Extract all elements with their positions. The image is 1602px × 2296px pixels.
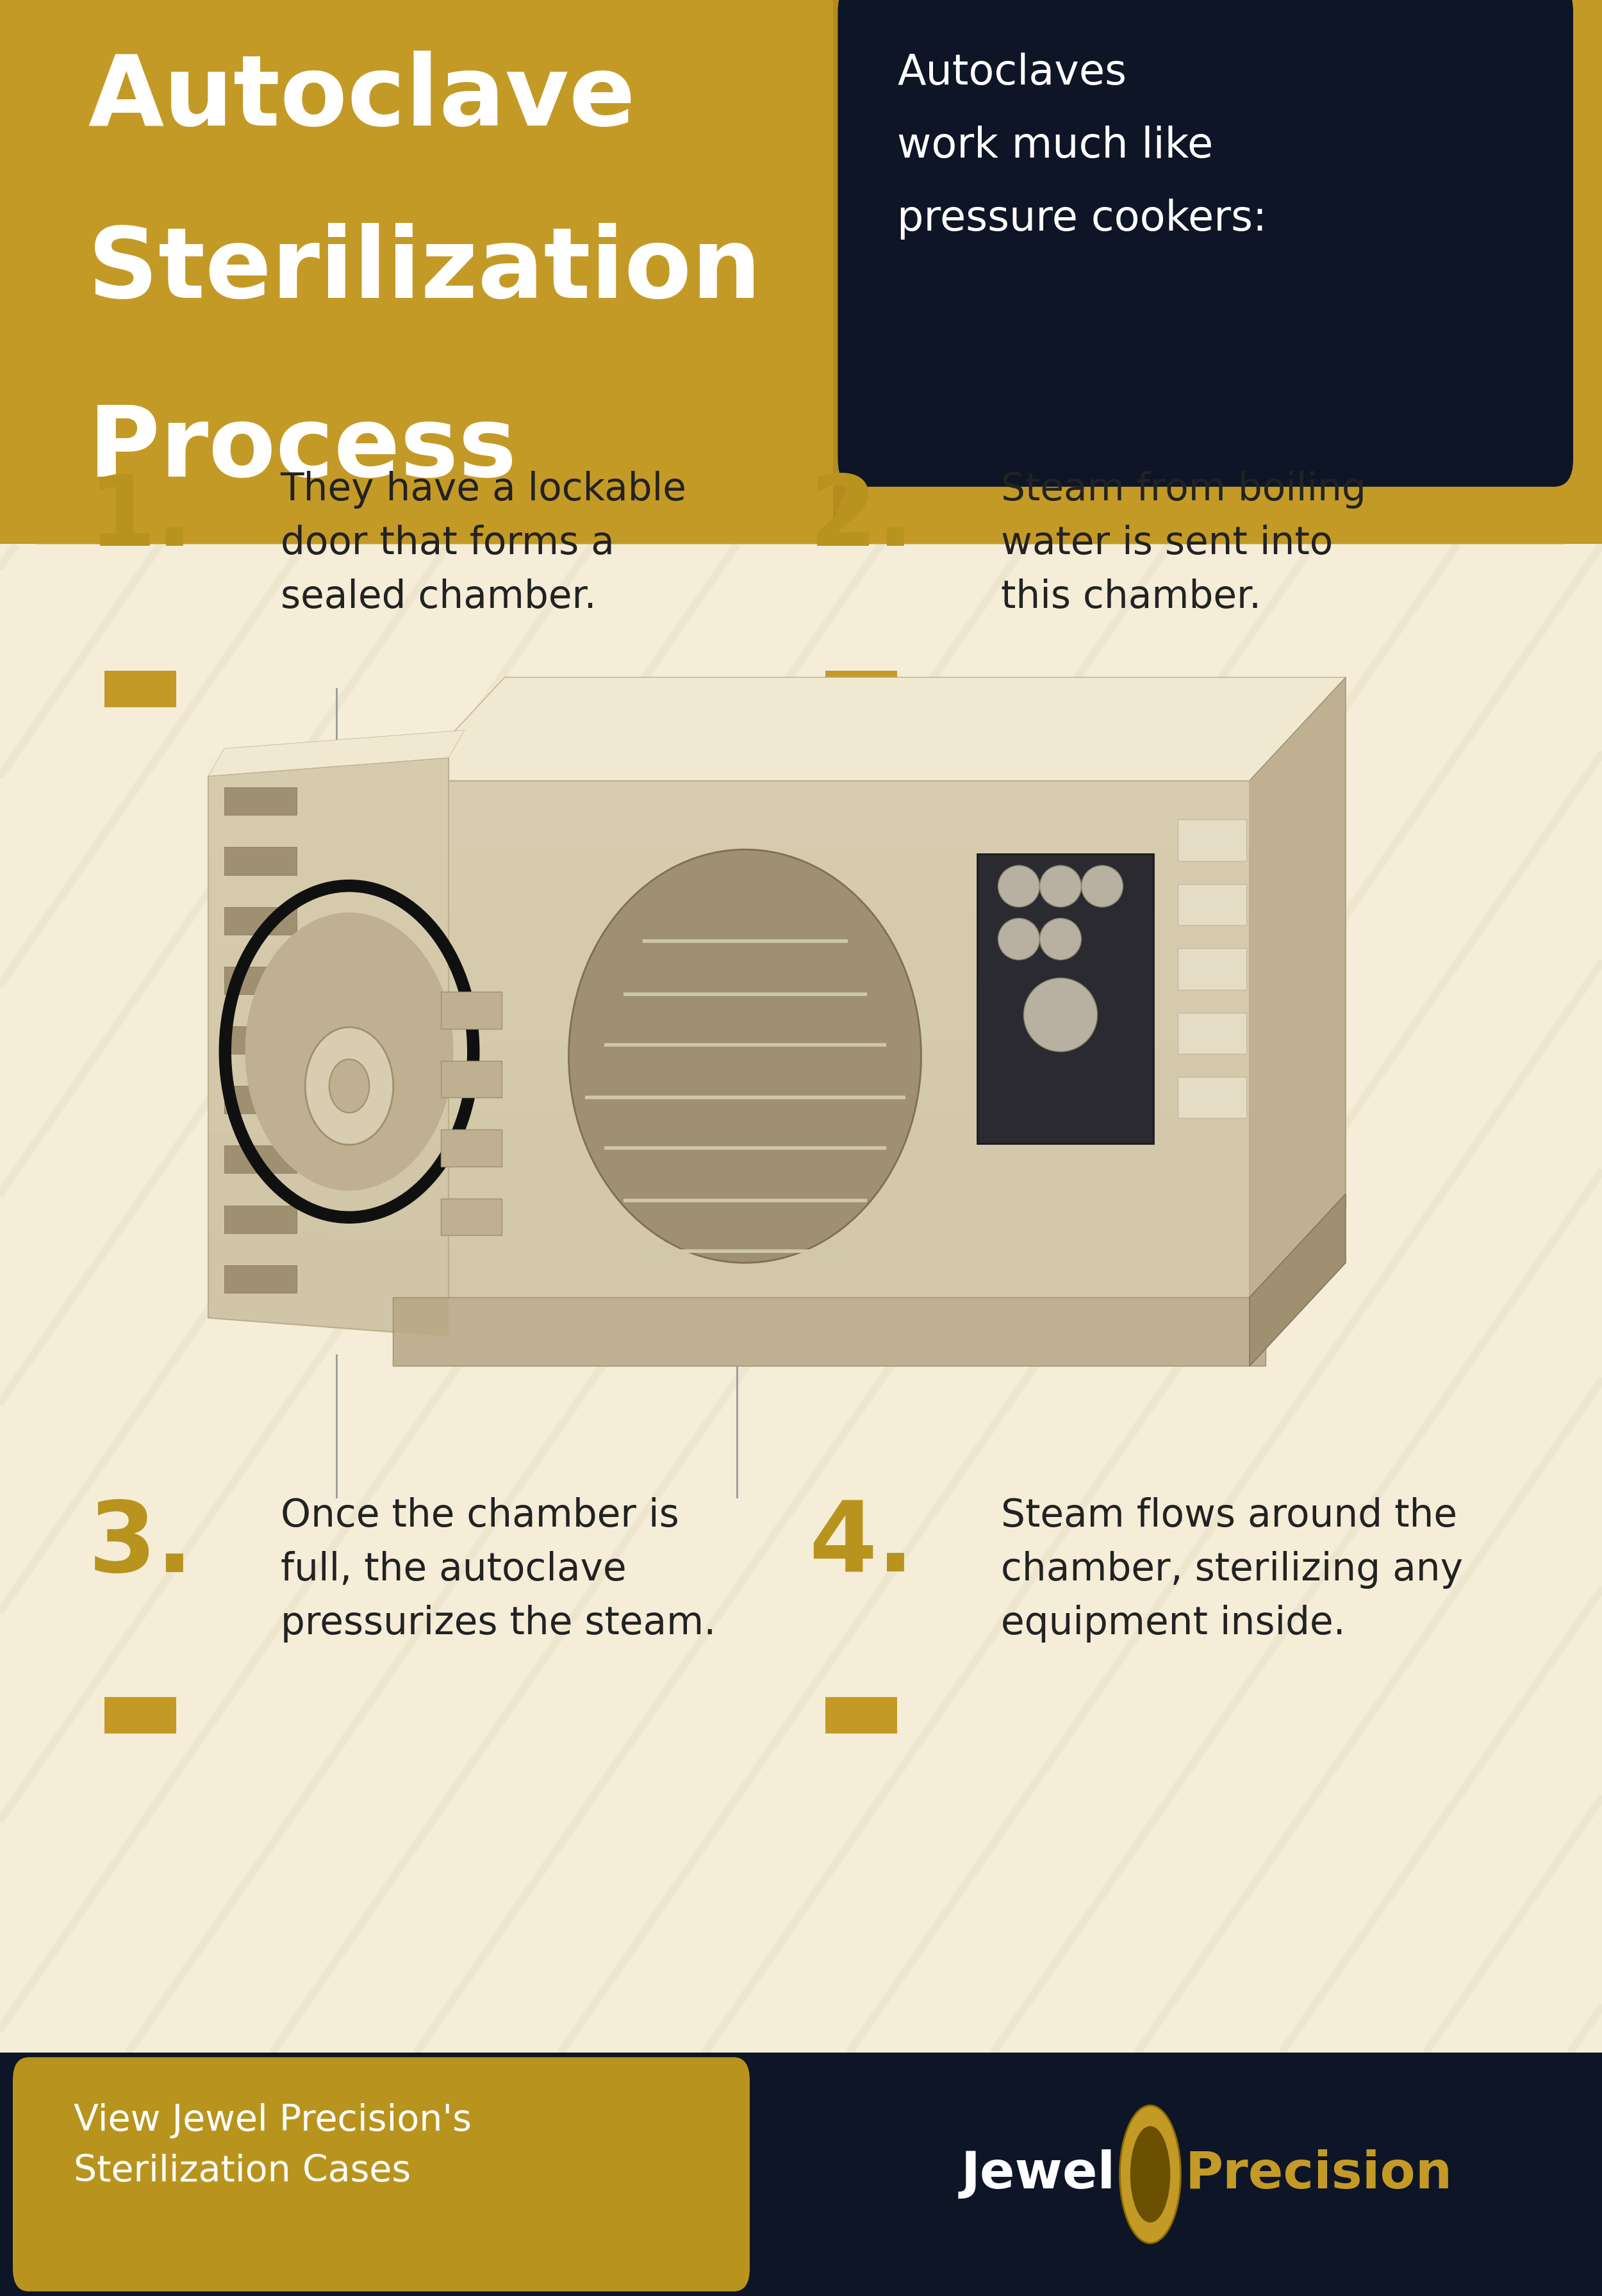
Text: Jewel: Jewel [961, 2149, 1115, 2200]
Bar [224, 1205, 296, 1233]
Bar [409, 1242, 1250, 1309]
Bar [224, 788, 296, 815]
Text: Autoclave: Autoclave [88, 51, 636, 147]
Text: They have a lockable
door that forms a
sealed chamber.: They have a lockable door that forms a s… [280, 471, 687, 618]
Text: Steam flows around the
chamber, sterilizing any
equipment inside.: Steam flows around the chamber, steriliz… [1001, 1497, 1463, 1644]
Ellipse shape [1131, 2126, 1169, 2223]
Bar [104, 670, 176, 707]
FancyBboxPatch shape [0, 0, 1602, 544]
Ellipse shape [1081, 866, 1123, 907]
Bar [224, 967, 296, 994]
Text: Steam from boiling
water is sent into
this chamber.: Steam from boiling water is sent into th… [1001, 471, 1367, 618]
Bar [441, 1061, 501, 1097]
Text: Once the chamber is
full, the autoclave
pressurizes the steam.: Once the chamber is full, the autoclave … [280, 1497, 716, 1644]
Bar [392, 1297, 1266, 1366]
Bar [224, 1086, 296, 1114]
Bar [1177, 884, 1246, 925]
Text: Autoclaves
work much like
pressure cookers:: Autoclaves work much like pressure cooke… [897, 53, 1267, 239]
Bar [825, 1697, 897, 1733]
Polygon shape [833, 0, 1282, 521]
Bar [409, 781, 1250, 1309]
Polygon shape [208, 758, 449, 1336]
Ellipse shape [330, 1058, 368, 1114]
Polygon shape [409, 677, 1346, 781]
Ellipse shape [569, 850, 921, 1263]
Bar [409, 914, 1250, 978]
Polygon shape [208, 1224, 449, 1336]
Bar [1177, 820, 1246, 861]
Bar [409, 1178, 1250, 1242]
Ellipse shape [1040, 866, 1081, 907]
Ellipse shape [1024, 978, 1097, 1052]
Bar [409, 1045, 1250, 1111]
Text: 2.: 2. [809, 471, 915, 567]
Bar [1177, 1013, 1246, 1054]
Bar [224, 907, 296, 934]
Text: 3.: 3. [88, 1497, 194, 1593]
Ellipse shape [1040, 918, 1081, 960]
Text: 1.: 1. [88, 471, 194, 567]
Ellipse shape [304, 1026, 394, 1146]
Bar [224, 1026, 296, 1054]
Ellipse shape [1120, 2105, 1181, 2243]
Text: Sterilization: Sterilization [88, 223, 761, 319]
Bar [441, 1130, 501, 1166]
Bar [441, 1199, 501, 1235]
Text: View Jewel Precision's
Sterilization Cases: View Jewel Precision's Sterilization Cas… [74, 2103, 471, 2188]
Ellipse shape [998, 918, 1040, 960]
Bar [0, 0, 1602, 544]
Bar [409, 1111, 1250, 1176]
FancyBboxPatch shape [13, 2057, 750, 2291]
Bar [977, 854, 1153, 1143]
Bar [1177, 948, 1246, 990]
Polygon shape [208, 730, 465, 776]
Bar [441, 992, 501, 1029]
Bar [104, 1697, 176, 1733]
Text: Precision: Precision [1185, 2149, 1453, 2200]
Bar [0, 2053, 1602, 2296]
Text: 4.: 4. [809, 1497, 915, 1593]
Bar [224, 1146, 296, 1173]
Bar [224, 847, 296, 875]
FancyBboxPatch shape [838, 0, 1573, 487]
Bar [409, 781, 1250, 847]
Polygon shape [1250, 1194, 1346, 1366]
Bar [224, 1265, 296, 1293]
Polygon shape [833, 0, 1041, 521]
Bar [825, 670, 897, 707]
Polygon shape [1250, 677, 1346, 1309]
Bar [1177, 1077, 1246, 1118]
Ellipse shape [998, 866, 1040, 907]
Bar [409, 847, 1250, 912]
Ellipse shape [245, 912, 453, 1192]
Text: Process: Process [88, 402, 516, 498]
Bar [409, 978, 1250, 1045]
